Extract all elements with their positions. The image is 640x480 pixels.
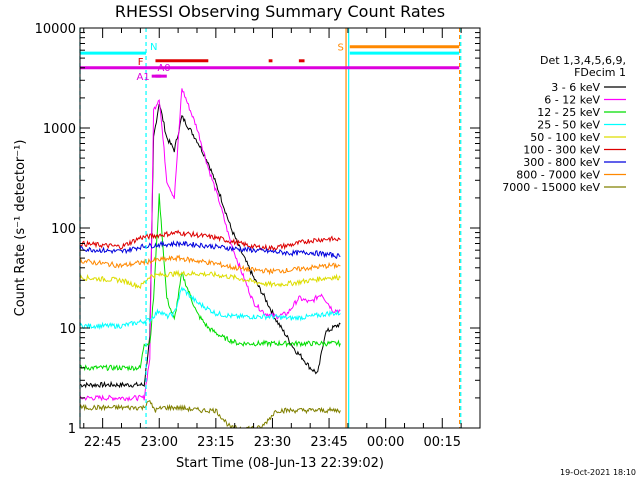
flag-label-a0: A0 xyxy=(157,63,170,74)
x-tick-label-00-00: 00:00 xyxy=(367,435,404,450)
legend-label-25-50-kev: 25 - 50 keV xyxy=(537,119,600,132)
legend-label-100-300-kev: 100 - 300 keV xyxy=(523,144,600,157)
y-tick-label-10000: 10000 xyxy=(35,22,76,37)
flag-label-n: N xyxy=(150,42,157,53)
legend-label-50-100-kev: 50 - 100 keV xyxy=(530,131,600,144)
x-tick-label-23-00: 23:00 xyxy=(141,435,178,450)
series-line-50-100-kev xyxy=(80,269,341,290)
series-line-3-6-kev xyxy=(80,103,341,389)
footer-date: 19-Oct-2021 18:10 xyxy=(560,468,636,477)
plot-frame xyxy=(79,27,481,429)
legend-label-6-12-kev: 6 - 12 keV xyxy=(544,94,600,107)
legend-label-3-6-kev: 3 - 6 keV xyxy=(551,81,600,94)
legend-label-12-25-kev: 12 - 25 keV xyxy=(537,106,600,119)
x-axis-label: Start Time (08-Jun-13 22:39:02) xyxy=(176,456,384,471)
flag-overlay-layer: S NF A1 A0 xyxy=(79,28,462,428)
legend-title-line-1: FDecim 1 xyxy=(574,66,626,79)
series-line-300-800-kev xyxy=(80,239,341,259)
flag-label-s: S xyxy=(337,43,343,54)
x-tick-label-23-15: 23:15 xyxy=(197,435,234,450)
x-tick-label-23-30: 23:30 xyxy=(254,435,291,450)
y-tick-label-100: 100 xyxy=(51,222,76,237)
x-tick-label-22-45: 22:45 xyxy=(84,435,121,450)
y-tick-label-10: 10 xyxy=(59,322,76,337)
y-axis-label: Count Rate (s⁻¹ detector⁻¹) xyxy=(13,140,28,317)
series-layer xyxy=(80,88,341,428)
y-tick-label-1000: 1000 xyxy=(43,122,76,137)
series-line-800-7000-kev xyxy=(80,254,341,276)
legend-label-800-7000-kev: 800 - 7000 keV xyxy=(516,169,600,182)
legend-title-line-0: Det 1,3,4,5,6,9, xyxy=(540,54,626,67)
legend-label-300-800-kev: 300 - 800 keV xyxy=(523,156,600,169)
x-tick-label-00-15: 00:15 xyxy=(424,435,461,450)
x-tick-label-23-45: 23:45 xyxy=(310,435,347,450)
chart-title: RHESSI Observing Summary Count Rates xyxy=(115,2,445,21)
series-line-12-25-kev xyxy=(80,193,341,372)
legend-label-7000-15000-kev: 7000 - 15000 keV xyxy=(502,181,600,194)
series-line-6-12-kev xyxy=(80,88,341,402)
series-line-25-50-kev xyxy=(80,286,341,331)
flag-label-a1: A1 xyxy=(136,72,149,83)
series-line-100-300-kev xyxy=(80,229,341,252)
axes-layer: 22:45 23:00 23:15 23:30 23:45 00:00 00:15 1 10 10… xyxy=(35,22,481,450)
series-line-7000-15000-kev xyxy=(80,400,341,428)
y-tick-label-1: 1 xyxy=(68,422,76,437)
flag-label-f: F xyxy=(138,57,144,68)
